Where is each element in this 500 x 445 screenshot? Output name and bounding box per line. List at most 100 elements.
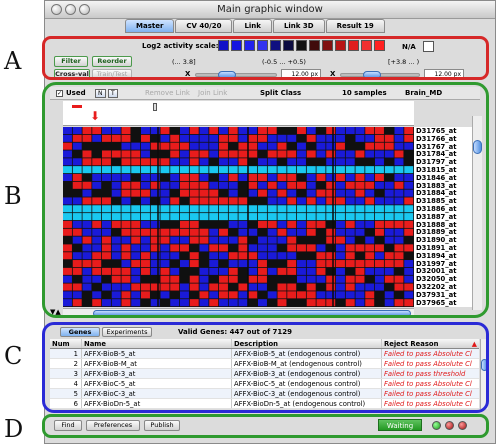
heatmap-cell[interactable]: [150, 142, 160, 150]
heatmap-cell[interactable]: [150, 205, 160, 213]
heatmap-cell[interactable]: [150, 244, 160, 252]
heatmap-cell[interactable]: [102, 158, 111, 166]
heatmap-cell[interactable]: [258, 134, 267, 142]
heatmap-cell[interactable]: [209, 150, 219, 158]
heatmap-cell[interactable]: [287, 181, 297, 189]
heatmap-cell[interactable]: [199, 181, 209, 189]
heatmap-cell[interactable]: [131, 220, 141, 228]
heatmap-cell[interactable]: [228, 252, 238, 260]
heatmap-cell[interactable]: [248, 197, 258, 205]
heatmap-cell[interactable]: [82, 158, 92, 166]
heatmap-cell[interactable]: [238, 252, 248, 260]
heatmap-cell[interactable]: [355, 134, 365, 142]
heatmap-cell[interactable]: [238, 291, 248, 299]
heatmap-cell[interactable]: [160, 158, 170, 166]
heatmap-cell[interactable]: [384, 291, 394, 299]
heatmap-cell[interactable]: [316, 228, 326, 236]
heatmap-cell[interactable]: [306, 228, 316, 236]
heatmap-cell[interactable]: [316, 197, 326, 205]
table-row[interactable]: 6 AFFX-BioDn-5_at AFFX-BioDn-5_at (endogen…: [50, 399, 479, 409]
heatmap-cell[interactable]: [248, 220, 258, 228]
heatmap-cell[interactable]: [258, 166, 267, 174]
heatmap-cell[interactable]: [160, 299, 170, 307]
heatmap-cell[interactable]: [150, 127, 160, 135]
heatmap-cell[interactable]: [248, 142, 258, 150]
heatmap-cell[interactable]: [277, 283, 287, 291]
heatmap-cell[interactable]: [277, 166, 287, 174]
heatmap-cell[interactable]: [375, 142, 384, 150]
heatmap-cell[interactable]: [287, 236, 297, 244]
heatmap-cell[interactable]: [365, 134, 375, 142]
heatmap-cell[interactable]: [277, 228, 287, 236]
heatmap-cell[interactable]: [121, 220, 131, 228]
filter-button[interactable]: Filter: [54, 56, 88, 67]
heatmap-cell[interactable]: [306, 252, 316, 260]
heatmap-cell[interactable]: [248, 244, 258, 252]
heatmap-cell[interactable]: [228, 283, 238, 291]
heatmap-cell[interactable]: [131, 267, 141, 275]
heatmap-cell[interactable]: [199, 134, 209, 142]
heatmap-cell[interactable]: [287, 220, 297, 228]
heatmap-cell[interactable]: [131, 127, 141, 135]
heatmap-cell[interactable]: [316, 244, 326, 252]
heatmap-cell[interactable]: [180, 236, 189, 244]
preferences-button[interactable]: Preferences: [86, 420, 140, 431]
horizontal-scroll-thumb[interactable]: [93, 310, 411, 317]
heatmap-cell[interactable]: [297, 236, 306, 244]
heatmap-cell[interactable]: [111, 158, 121, 166]
heatmap-cell[interactable]: [150, 158, 160, 166]
heatmap-cell[interactable]: [355, 142, 365, 150]
heatmap-cell[interactable]: [189, 127, 199, 135]
heatmap-cell[interactable]: [365, 252, 375, 260]
heatmap-cell[interactable]: [92, 134, 102, 142]
heatmap-cell[interactable]: [336, 299, 345, 307]
heatmap-cell[interactable]: [384, 283, 394, 291]
heatmap-cell[interactable]: [63, 228, 72, 236]
heatmap-cell[interactable]: [121, 213, 131, 221]
heatmap-cell[interactable]: [82, 189, 92, 197]
heatmap-cell[interactable]: [297, 150, 306, 158]
heatmap-cell[interactable]: [180, 252, 189, 260]
heatmap-cell[interactable]: [316, 142, 326, 150]
heatmap-cell[interactable]: [170, 260, 180, 268]
heatmap-cell[interactable]: [82, 220, 92, 228]
heatmap-cell[interactable]: [209, 252, 219, 260]
heatmap-cell[interactable]: [150, 275, 160, 283]
heatmap-cell[interactable]: [297, 158, 306, 166]
heatmap-cell[interactable]: [258, 252, 267, 260]
heatmap-cell[interactable]: [92, 213, 102, 221]
heatmap-cell[interactable]: [121, 150, 131, 158]
heatmap-cell[interactable]: [336, 166, 345, 174]
heatmap-cell[interactable]: [297, 244, 306, 252]
heatmap-cell[interactable]: [404, 205, 414, 213]
heatmap-cell[interactable]: [111, 127, 121, 135]
heatmap-cell[interactable]: [365, 158, 375, 166]
heatmap-cell[interactable]: [131, 150, 141, 158]
heatmap-cell[interactable]: [267, 142, 277, 150]
heatmap-cell[interactable]: [228, 127, 238, 135]
heatmap-cell[interactable]: [306, 205, 316, 213]
heatmap-cell[interactable]: [326, 158, 336, 166]
heatmap-cell[interactable]: [267, 197, 277, 205]
heatmap-cell[interactable]: [111, 213, 121, 221]
heatmap-cell[interactable]: [404, 181, 414, 189]
heatmap-cell[interactable]: [287, 134, 297, 142]
heatmap-cell[interactable]: [102, 213, 111, 221]
heatmap-cell[interactable]: [365, 173, 375, 181]
heatmap-cell[interactable]: [180, 260, 189, 268]
heatmap-cell[interactable]: [141, 252, 150, 260]
heatmap-cell[interactable]: [267, 236, 277, 244]
heatmap-cell[interactable]: [238, 299, 248, 307]
tab-link-3d[interactable]: Link 3D: [272, 19, 325, 33]
heatmap-cell[interactable]: [248, 166, 258, 174]
heatmap-cell[interactable]: [306, 142, 316, 150]
table-row[interactable]: 1 AFFX-BioB-5_at AFFX-BioB-5_at (endogenou…: [50, 349, 479, 359]
heatmap-cell[interactable]: [209, 260, 219, 268]
heatmap-cell[interactable]: [248, 252, 258, 260]
heatmap-cell[interactable]: [316, 181, 326, 189]
heatmap-cell[interactable]: [170, 291, 180, 299]
cross-val-button[interactable]: Cross-val: [54, 69, 90, 80]
heatmap-cell[interactable]: [297, 291, 306, 299]
heatmap-cell[interactable]: [238, 267, 248, 275]
heatmap-cell[interactable]: [160, 260, 170, 268]
